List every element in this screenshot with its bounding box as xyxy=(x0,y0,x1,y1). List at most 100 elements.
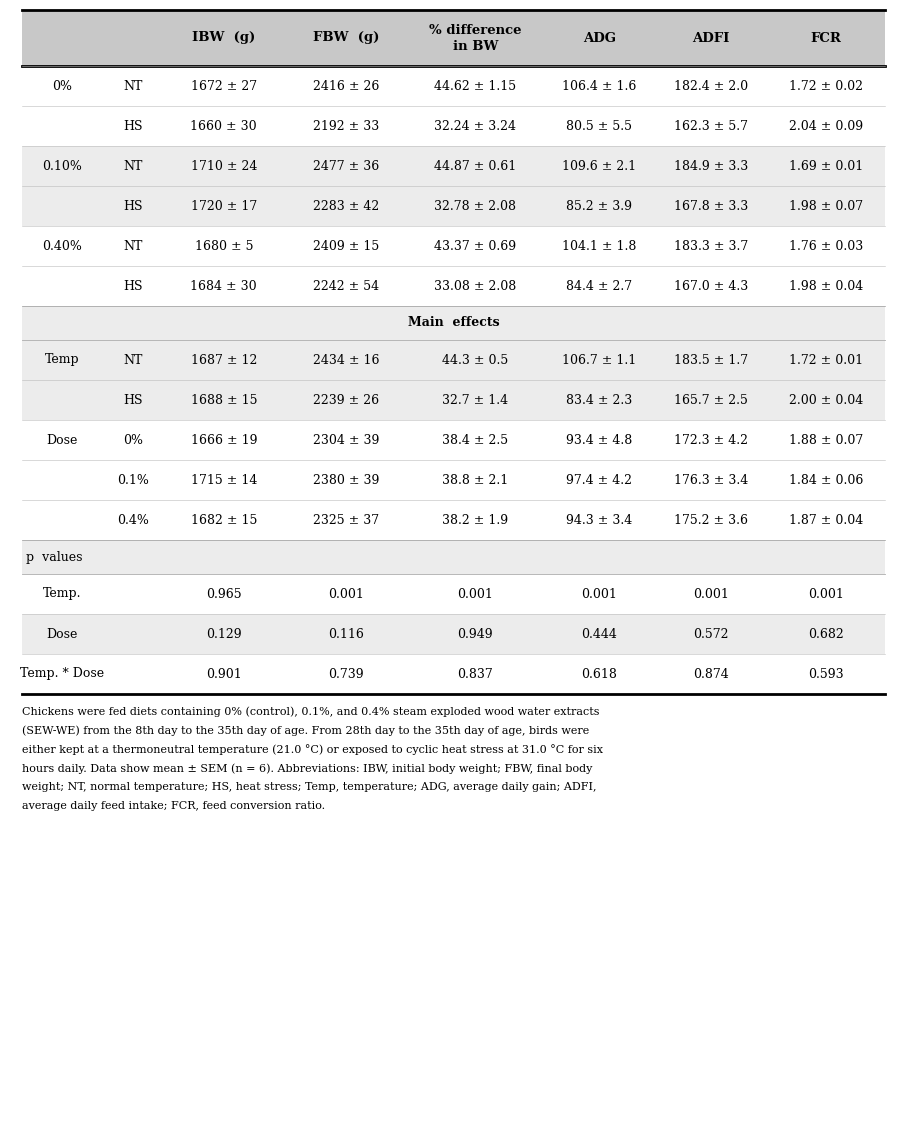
Text: 165.7 ± 2.5: 165.7 ± 2.5 xyxy=(674,393,748,407)
Text: Dose: Dose xyxy=(46,433,78,447)
Text: 0.874: 0.874 xyxy=(693,667,729,681)
Text: NT: NT xyxy=(123,80,142,92)
Text: 172.3 ± 4.2: 172.3 ± 4.2 xyxy=(674,433,748,447)
Text: 2325 ± 37: 2325 ± 37 xyxy=(313,513,379,527)
Text: 93.4 ± 4.8: 93.4 ± 4.8 xyxy=(566,433,632,447)
Text: 0.618: 0.618 xyxy=(581,667,618,681)
Text: HS: HS xyxy=(123,200,142,212)
Text: 1.76 ± 0.03: 1.76 ± 0.03 xyxy=(789,239,863,253)
Text: 0.001: 0.001 xyxy=(808,587,844,601)
Text: 0.444: 0.444 xyxy=(581,628,618,640)
Text: 1.69 ± 0.01: 1.69 ± 0.01 xyxy=(789,159,863,173)
Text: 183.5 ± 1.7: 183.5 ± 1.7 xyxy=(674,354,748,366)
Text: 2434 ± 16: 2434 ± 16 xyxy=(313,354,379,366)
Text: 1715 ± 14: 1715 ± 14 xyxy=(190,474,257,486)
Text: 2192 ± 33: 2192 ± 33 xyxy=(313,119,379,133)
Text: 38.4 ± 2.5: 38.4 ± 2.5 xyxy=(443,433,508,447)
Text: 2304 ± 39: 2304 ± 39 xyxy=(313,433,379,447)
Text: p  values: p values xyxy=(26,550,83,564)
Text: 162.3 ± 5.7: 162.3 ± 5.7 xyxy=(674,119,748,133)
Text: 1666 ± 19: 1666 ± 19 xyxy=(190,433,257,447)
Text: 2283 ± 42: 2283 ± 42 xyxy=(313,200,379,212)
Text: 106.4 ± 1.6: 106.4 ± 1.6 xyxy=(562,80,637,92)
Text: 1720 ± 17: 1720 ± 17 xyxy=(190,200,257,212)
Bar xyxy=(22,540,885,574)
Text: 0.129: 0.129 xyxy=(206,628,241,640)
Text: weight; NT, normal temperature; HS, heat stress; Temp, temperature; ADG, average: weight; NT, normal temperature; HS, heat… xyxy=(22,782,597,792)
Text: 44.62 ± 1.15: 44.62 ± 1.15 xyxy=(434,80,516,92)
Text: 38.2 ± 1.9: 38.2 ± 1.9 xyxy=(443,513,508,527)
Text: 94.3 ± 3.4: 94.3 ± 3.4 xyxy=(566,513,632,527)
Text: 1.87 ± 0.04: 1.87 ± 0.04 xyxy=(789,513,863,527)
Text: (SEW-WE) from the 8th day to the 35th day of age. From 28th day to the 35th day : (SEW-WE) from the 8th day to the 35th da… xyxy=(22,725,590,736)
Text: 0.10%: 0.10% xyxy=(43,159,83,173)
Text: 32.7 ± 1.4: 32.7 ± 1.4 xyxy=(443,393,508,407)
Text: 44.87 ± 0.61: 44.87 ± 0.61 xyxy=(434,159,516,173)
Bar xyxy=(22,500,885,540)
Text: 0.837: 0.837 xyxy=(457,667,493,681)
Bar xyxy=(22,186,885,226)
Text: 2477 ± 36: 2477 ± 36 xyxy=(313,159,379,173)
Text: 1.84 ± 0.06: 1.84 ± 0.06 xyxy=(789,474,863,486)
Text: 2380 ± 39: 2380 ± 39 xyxy=(313,474,379,486)
Text: 2409 ± 15: 2409 ± 15 xyxy=(313,239,379,253)
Text: 0.965: 0.965 xyxy=(206,587,241,601)
Text: Temp. * Dose: Temp. * Dose xyxy=(20,667,104,681)
Text: 182.4 ± 2.0: 182.4 ± 2.0 xyxy=(674,80,748,92)
Text: 32.78 ± 2.08: 32.78 ± 2.08 xyxy=(434,200,516,212)
Text: 85.2 ± 3.9: 85.2 ± 3.9 xyxy=(566,200,632,212)
Text: Temp.: Temp. xyxy=(44,587,82,601)
Text: 0.593: 0.593 xyxy=(808,667,844,681)
Text: 0%: 0% xyxy=(53,80,73,92)
Text: 2.00 ± 0.04: 2.00 ± 0.04 xyxy=(789,393,863,407)
Bar xyxy=(22,614,885,654)
Text: 0.001: 0.001 xyxy=(693,587,729,601)
Text: 0%: 0% xyxy=(122,433,142,447)
Text: 0.4%: 0.4% xyxy=(117,513,149,527)
Text: 1688 ± 15: 1688 ± 15 xyxy=(190,393,257,407)
Text: ADFI: ADFI xyxy=(692,31,730,45)
Text: Dose: Dose xyxy=(46,628,78,640)
Bar xyxy=(22,266,885,305)
Text: hours daily. Data show mean ± SEM (n = 6). Abbreviations: IBW, initial body weig: hours daily. Data show mean ± SEM (n = 6… xyxy=(22,763,592,774)
Text: 2.04 ± 0.09: 2.04 ± 0.09 xyxy=(789,119,863,133)
Text: 44.3 ± 0.5: 44.3 ± 0.5 xyxy=(442,354,508,366)
Text: 0.001: 0.001 xyxy=(328,587,364,601)
Text: FBW  (g): FBW (g) xyxy=(313,31,379,45)
Text: NT: NT xyxy=(123,354,142,366)
Bar xyxy=(22,106,885,146)
Text: 32.24 ± 3.24: 32.24 ± 3.24 xyxy=(434,119,516,133)
Text: Main  effects: Main effects xyxy=(407,317,500,329)
Text: 33.08 ± 2.08: 33.08 ± 2.08 xyxy=(434,280,516,292)
Bar xyxy=(22,340,885,380)
Text: HS: HS xyxy=(123,280,142,292)
Text: HS: HS xyxy=(123,393,142,407)
Text: average daily feed intake; FCR, feed conversion ratio.: average daily feed intake; FCR, feed con… xyxy=(22,801,325,811)
Text: IBW  (g): IBW (g) xyxy=(192,31,256,45)
Text: 167.0 ± 4.3: 167.0 ± 4.3 xyxy=(674,280,748,292)
Text: 80.5 ± 5.5: 80.5 ± 5.5 xyxy=(566,119,632,133)
Text: 1672 ± 27: 1672 ± 27 xyxy=(190,80,257,92)
Text: NT: NT xyxy=(123,159,142,173)
Text: 84.4 ± 2.7: 84.4 ± 2.7 xyxy=(566,280,632,292)
Text: 0.682: 0.682 xyxy=(808,628,844,640)
Bar xyxy=(22,226,885,266)
Text: 1.72 ± 0.01: 1.72 ± 0.01 xyxy=(789,354,863,366)
Text: 0.001: 0.001 xyxy=(581,587,618,601)
Text: 1684 ± 30: 1684 ± 30 xyxy=(190,280,257,292)
Text: 175.2 ± 3.6: 175.2 ± 3.6 xyxy=(674,513,748,527)
Text: 1.98 ± 0.07: 1.98 ± 0.07 xyxy=(789,200,863,212)
Text: 43.37 ± 0.69: 43.37 ± 0.69 xyxy=(434,239,516,253)
Text: ADG: ADG xyxy=(583,31,616,45)
Bar xyxy=(22,146,885,186)
Text: Temp: Temp xyxy=(45,354,80,366)
Text: 176.3 ± 3.4: 176.3 ± 3.4 xyxy=(674,474,748,486)
Text: 1.88 ± 0.07: 1.88 ± 0.07 xyxy=(789,433,863,447)
Bar xyxy=(22,66,885,106)
Bar xyxy=(22,10,885,66)
Bar xyxy=(22,380,885,420)
Text: FCR: FCR xyxy=(811,31,842,45)
Text: either kept at a thermoneutral temperature (21.0 °C) or exposed to cyclic heat s: either kept at a thermoneutral temperatu… xyxy=(22,745,603,755)
Text: 2242 ± 54: 2242 ± 54 xyxy=(313,280,379,292)
Bar xyxy=(22,305,885,340)
